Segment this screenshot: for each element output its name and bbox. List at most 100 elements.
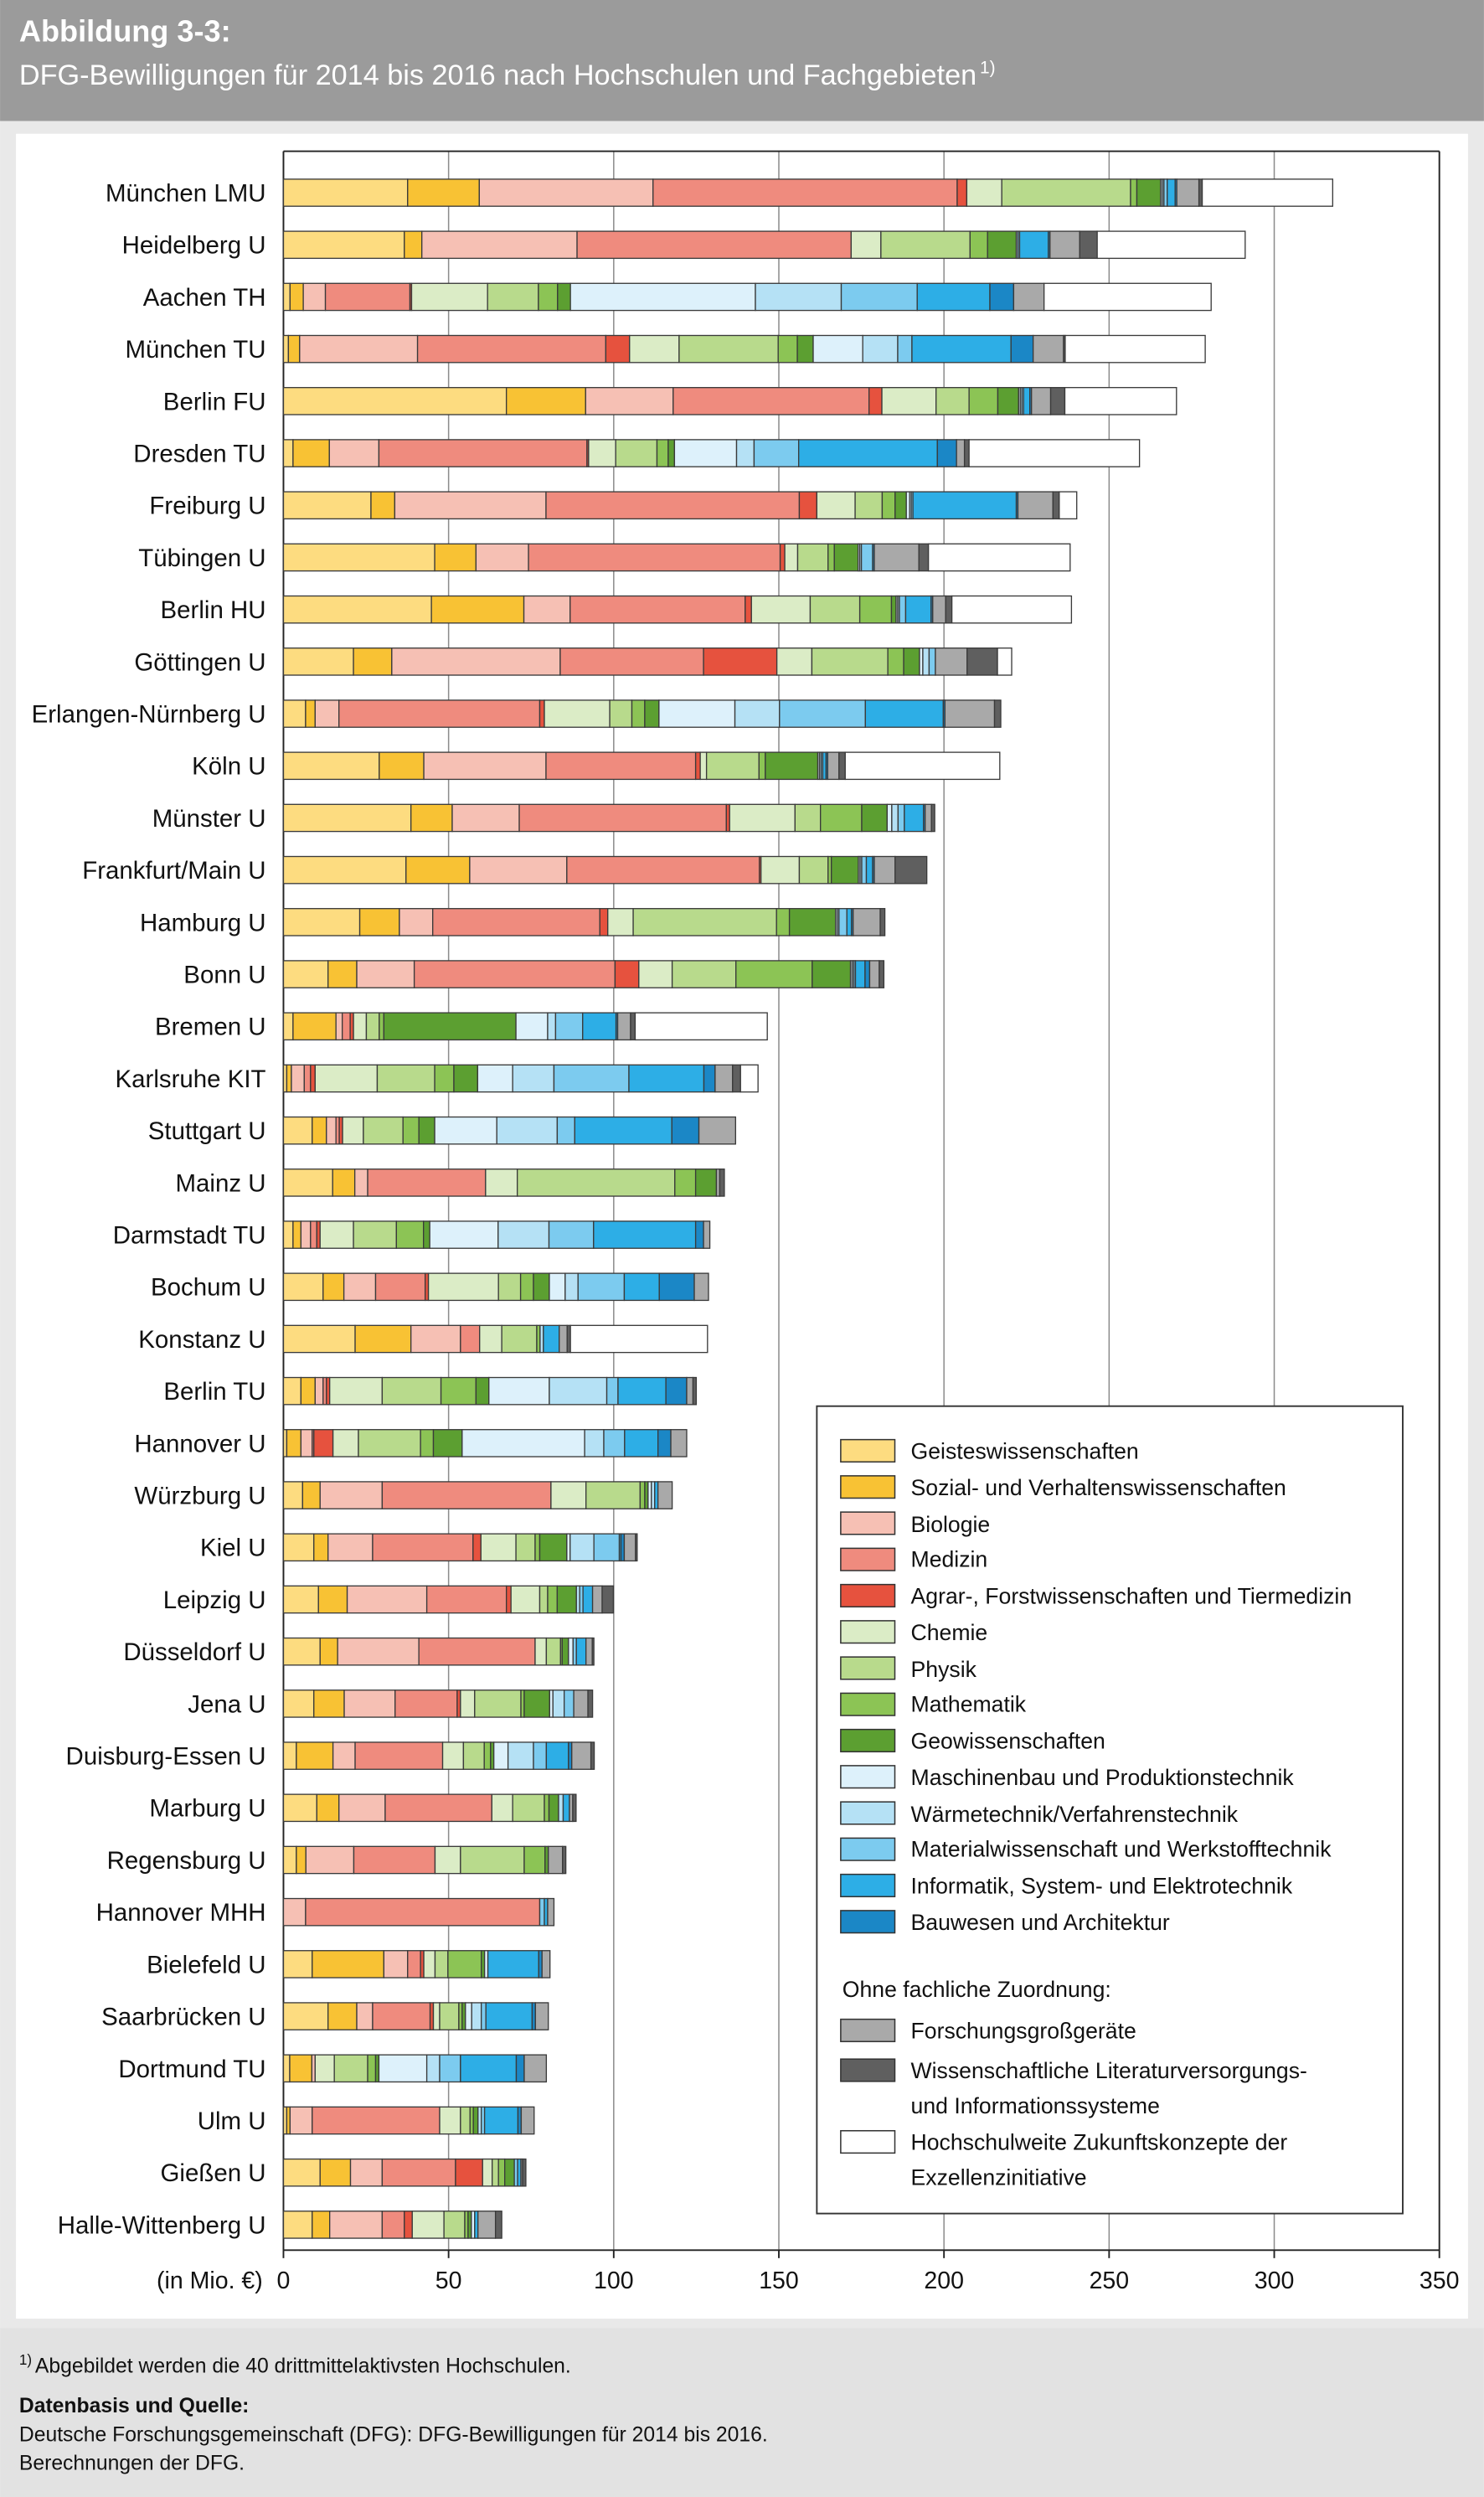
bar-segment [831, 855, 859, 885]
bar-segment [430, 595, 525, 624]
category-label: Berlin TU [163, 1378, 265, 1406]
bar-segment [455, 2158, 483, 2187]
category-label: Köln U [192, 753, 265, 781]
bar-segment [1052, 491, 1060, 520]
bar-segment [460, 1690, 476, 1718]
bar-segment [927, 543, 1071, 572]
bar-segment [928, 647, 936, 676]
legend-swatch [840, 1873, 896, 1898]
bar-segment [868, 960, 880, 988]
bar-segment [775, 908, 791, 936]
bar-segment [354, 1324, 412, 1354]
bar-segment [833, 543, 859, 572]
bar-segment [367, 1169, 487, 1197]
bar-segment [427, 1272, 499, 1302]
bar-segment [453, 1064, 479, 1093]
x-tick-label: 300 [1255, 2267, 1295, 2294]
bar-segment [282, 2054, 291, 2083]
bar-segment [282, 1116, 313, 1145]
bar-segment [588, 439, 616, 467]
bar-segment [282, 1220, 294, 1249]
bar-segment [873, 855, 896, 885]
bar-segment [904, 803, 925, 833]
bar-segment [292, 439, 330, 467]
bar-segment [932, 595, 946, 624]
bar-segment [585, 1637, 593, 1666]
bar-segment [338, 1793, 386, 1823]
bar-segment [534, 1637, 548, 1666]
bar-segment [282, 1324, 356, 1354]
legend-label-box: Physik [911, 1655, 976, 1680]
bar-segment [312, 2106, 441, 2135]
category-label: Darmstadt TU [113, 1222, 266, 1250]
bar-segment [886, 803, 893, 833]
bar-segment [658, 1272, 695, 1302]
bar-segment [779, 543, 786, 572]
bar-segment [512, 1064, 555, 1093]
bar-segment [545, 491, 801, 520]
bar-segment [353, 1845, 436, 1875]
bar-segment [312, 1950, 385, 1979]
bar-segment [548, 1845, 564, 1875]
bar-segment [313, 1533, 329, 1562]
bar-segment [342, 1116, 364, 1145]
category-label: Frankfurt/Main U [82, 857, 265, 885]
bar-segment [862, 334, 899, 364]
bar-segment [544, 1793, 550, 1823]
bar-segment [475, 1376, 490, 1406]
bar-segment [585, 1481, 642, 1509]
legend-label-box: Mathematik [911, 1691, 1027, 1716]
bar-segment [363, 1116, 404, 1145]
bar-segment [548, 1220, 595, 1249]
bar-segment [282, 908, 361, 936]
bar-segment [425, 1585, 508, 1614]
bar-segment [405, 855, 471, 885]
bar-segment [729, 803, 796, 833]
legend-swatch [840, 1583, 896, 1608]
bar-segment [313, 1690, 345, 1718]
bar-segment [485, 2002, 533, 2030]
bar-segment [538, 282, 559, 312]
bar-segment [879, 908, 886, 936]
bar-segment [564, 1272, 579, 1302]
bar-segment [404, 230, 423, 260]
bar-segment [672, 387, 870, 415]
category-label: Berlin HU [161, 596, 266, 624]
bar-segment [1136, 178, 1162, 207]
bar-segment [930, 803, 935, 833]
source-line: Berechnungen der DFG. [19, 2453, 245, 2475]
bar-segment [475, 543, 529, 572]
legend-swatch [840, 1475, 896, 1499]
bar-segment [418, 1116, 435, 1145]
bar-segment [497, 2158, 506, 2187]
category-label: Regensburg U [107, 1847, 266, 1875]
bar-segment [353, 647, 393, 676]
bar-segment [534, 1533, 541, 1562]
bar-segment [935, 387, 970, 415]
bar-segment [753, 439, 800, 467]
category-label: Ulm U [198, 2107, 266, 2135]
bar-segment [624, 1429, 659, 1457]
category-label: Bochum U [151, 1274, 266, 1302]
bar-segment [879, 960, 885, 988]
bar-segment [1031, 387, 1052, 415]
bar-segment [569, 1324, 709, 1354]
bar-segment [854, 960, 866, 988]
bar-segment [460, 1324, 481, 1354]
bar-segment [538, 1533, 568, 1562]
bar-segment [282, 178, 409, 207]
category-label: Würzburg U [134, 1483, 265, 1510]
bar-segment [301, 1481, 321, 1509]
bar-segment [635, 1533, 638, 1562]
bar-segment [734, 699, 781, 728]
legend-label: Bauwesen und Architektur [910, 1909, 1170, 1935]
bar-segment [549, 1376, 608, 1406]
bar-segment [353, 1169, 368, 1197]
bar-segment [719, 1169, 725, 1197]
bar-segment [861, 855, 868, 885]
bar-segment [327, 960, 358, 988]
bar-segment [880, 230, 971, 260]
bar-segment [282, 543, 435, 572]
category-label: Stuttgart U [148, 1117, 266, 1145]
bar-segment [858, 595, 893, 624]
